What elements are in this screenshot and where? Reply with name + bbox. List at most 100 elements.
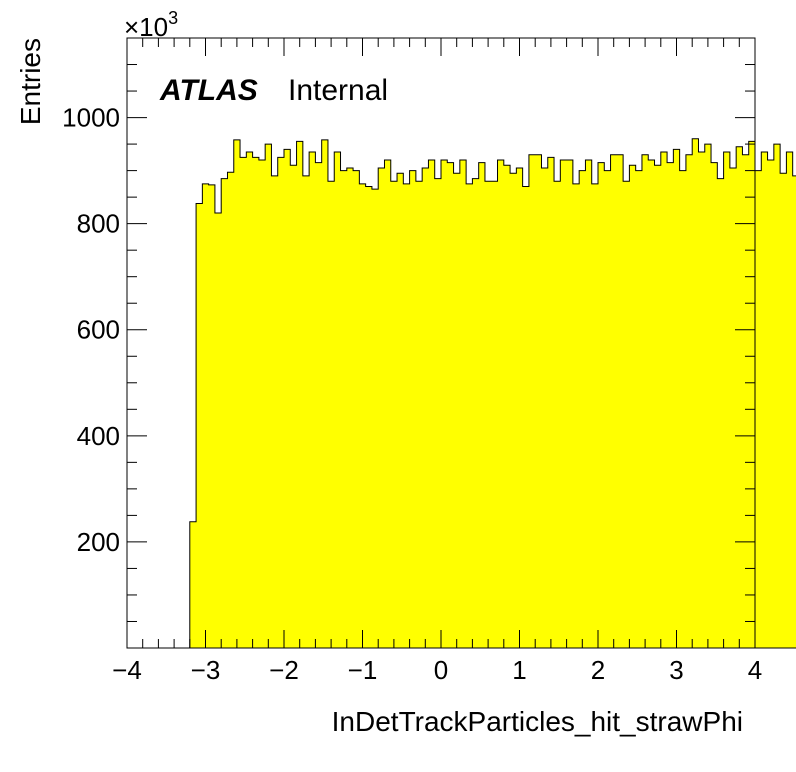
histogram-bin (472, 179, 478, 648)
histogram-bin (447, 163, 453, 648)
histogram-bin (541, 168, 547, 648)
histogram-bin (227, 172, 233, 648)
histogram-bin (435, 179, 441, 648)
histogram-bin (686, 155, 692, 648)
histogram-bin (384, 160, 390, 648)
histogram-fill (189, 138, 796, 648)
histogram-bin (278, 157, 284, 648)
histogram-bin (711, 163, 717, 648)
histogram-bin (742, 155, 748, 648)
x-tick-label: 0 (434, 655, 448, 685)
x-tick-label: 2 (591, 655, 605, 685)
histogram-bin (441, 160, 447, 648)
histogram-bin (309, 152, 315, 648)
histogram-bin (648, 160, 654, 648)
histogram-bin (717, 179, 723, 648)
histogram-bin (397, 173, 403, 648)
histogram-bin (705, 144, 711, 648)
histogram-bin (516, 168, 522, 648)
histogram-bin (347, 168, 353, 648)
x-tick-label: 4 (748, 655, 762, 685)
histogram-bin (422, 168, 428, 648)
histogram-bin (667, 163, 673, 648)
y-tick-label: 600 (77, 315, 120, 345)
histogram-bin (780, 173, 786, 648)
histogram-bin (479, 163, 485, 648)
histogram-bin (755, 171, 761, 648)
histogram-bin (730, 168, 736, 648)
histogram-bin (498, 160, 504, 648)
histogram-bin (592, 184, 598, 648)
y-tick-label: 400 (77, 421, 120, 451)
histogram-bin (636, 171, 642, 648)
histogram-bin (391, 181, 397, 648)
histogram-bin (196, 203, 202, 648)
x-tick-label: −4 (112, 655, 142, 685)
x-tick-label: −2 (269, 655, 299, 685)
histogram-bin (297, 141, 303, 648)
histogram-bars (189, 138, 796, 649)
histogram-bin (661, 152, 667, 648)
histogram-bin (579, 171, 585, 648)
x-tick-label: 1 (512, 655, 526, 685)
histogram-bin (680, 171, 686, 648)
histogram-bin (284, 149, 290, 648)
x-tick-label: 3 (669, 655, 683, 685)
internal-label: Internal (288, 74, 388, 107)
histogram-bin (698, 152, 704, 648)
histogram-bin (673, 149, 679, 648)
histogram-bin (786, 152, 792, 648)
histogram-bin (761, 152, 767, 648)
y-multiplier-base: ×10 (124, 12, 168, 42)
histogram-bin (265, 144, 271, 648)
histogram-bin (315, 163, 321, 648)
histogram-bin (290, 165, 296, 648)
histogram-bin (303, 176, 309, 648)
y-axis-title: Entries (15, 38, 46, 125)
histogram-bin (548, 157, 554, 648)
histogram-bin (259, 160, 265, 648)
histogram-bin (359, 184, 365, 648)
histogram-bin (692, 139, 698, 648)
histogram-bin (190, 522, 196, 648)
histogram-bin (573, 184, 579, 648)
histogram-bin (529, 155, 535, 648)
histogram-bin (623, 181, 629, 648)
histogram-bin (604, 171, 610, 648)
y-multiplier: ×103 (124, 8, 178, 42)
histogram-bin (240, 157, 246, 648)
histogram-bin (598, 163, 604, 648)
histogram-bin (403, 184, 409, 648)
histogram-bin (454, 173, 460, 648)
histogram-bin (215, 213, 221, 648)
atlas-label: ATLAS (159, 74, 258, 107)
histogram-bin (253, 157, 259, 648)
histogram-bin (611, 155, 617, 648)
histogram-bin (353, 171, 359, 648)
histogram-bin (749, 141, 755, 648)
histogram-bin (428, 160, 434, 648)
histogram-bin (246, 152, 252, 648)
y-tick-label: 200 (77, 527, 120, 557)
histogram-bin (768, 160, 774, 648)
histogram-bin (535, 155, 541, 648)
histogram-bin (271, 176, 277, 648)
y-tick-label: 800 (77, 209, 120, 239)
y-tick-label: 1000 (62, 103, 120, 133)
histogram-bin (410, 171, 416, 648)
histogram-bin (366, 187, 372, 648)
histogram-bin (655, 165, 661, 648)
histogram-bin (523, 187, 529, 648)
histogram-bin (322, 140, 328, 648)
histogram-bin (416, 181, 422, 648)
histogram-bin (617, 155, 623, 648)
histogram-bin (466, 184, 472, 648)
histogram-bin (221, 179, 227, 648)
histogram-bin (485, 181, 491, 648)
y-multiplier-exponent: 3 (168, 8, 178, 28)
histogram-bin (642, 155, 648, 648)
histogram-bin (372, 189, 378, 648)
histogram-bin (491, 181, 497, 648)
x-axis-title: InDetTrackParticles_hit_strawPhi (332, 706, 743, 737)
x-tick-label: −3 (191, 655, 221, 685)
